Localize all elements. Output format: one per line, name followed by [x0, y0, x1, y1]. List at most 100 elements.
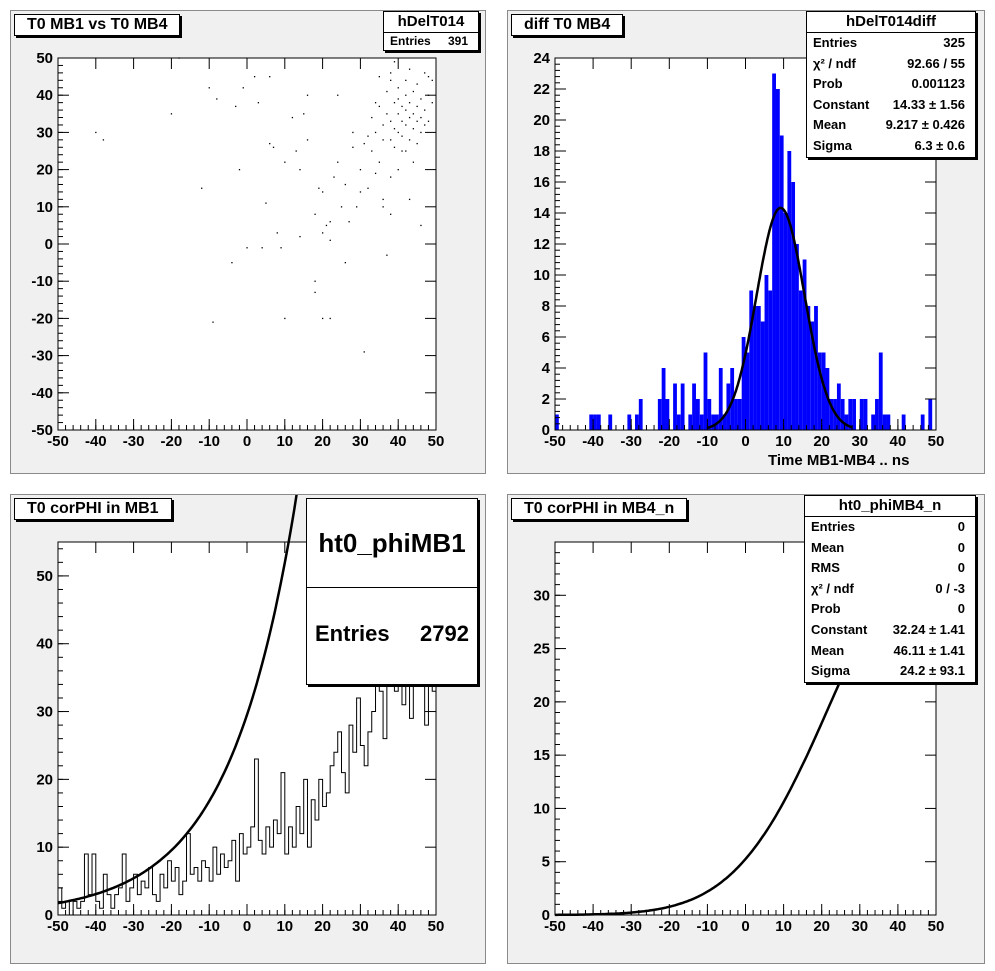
scatter-point	[412, 90, 415, 93]
y-tick-label: 20	[533, 112, 550, 129]
x-tick-label: 0	[741, 918, 749, 935]
x-tick-label: 50	[428, 918, 445, 935]
scatter-point	[408, 102, 411, 104]
scatter-point	[231, 262, 233, 264]
scatter-point	[416, 83, 418, 85]
scatter-point	[431, 102, 433, 104]
stats-row: RMS 0	[805, 558, 975, 579]
scatter-point	[269, 142, 271, 145]
scatter-point	[359, 169, 362, 171]
scatter-point	[299, 169, 301, 171]
stats-value: 92.66 / 55	[907, 55, 965, 71]
stats-label: Entries	[811, 519, 856, 534]
y-tick-label: 25	[533, 641, 550, 658]
scatter-point	[284, 317, 286, 320]
histogram-bar	[665, 399, 670, 430]
histogram-bar	[901, 414, 906, 430]
scatter-point	[314, 291, 316, 294]
scatter-point	[329, 239, 331, 241]
x-tick-label: 50	[928, 433, 945, 450]
y-tick-label: 6	[542, 329, 550, 346]
pad-scatter: -50 -40 -30 -20 -10 0 10 20 30 40 50 -50 -40 -30 -20 -1…	[10, 10, 486, 474]
histogram-bar	[768, 290, 773, 430]
scatter-point	[382, 206, 384, 208]
scatter-point	[235, 105, 237, 108]
histogram-bar	[928, 399, 933, 430]
stats-row: Prob 0.001123	[807, 74, 975, 95]
x-tick-label: -30	[123, 918, 145, 935]
stats-value: 0 / -3	[935, 580, 965, 596]
histogram-bar	[863, 399, 868, 430]
x-tick-label: -10	[198, 433, 220, 450]
scatter-point	[408, 116, 411, 119]
scatter-point	[367, 135, 369, 137]
pad-phi-mb4: -50 -40 -30 -20 -10 0 10 20 30 40 50 0 5 10 15 20 25 30 T…	[507, 494, 985, 964]
scatter-point	[408, 198, 411, 201]
scatter-point	[201, 187, 203, 189]
y-tick-label: 40	[36, 636, 53, 653]
scatter-point	[405, 124, 407, 126]
histogram-bar	[821, 352, 826, 430]
scatter-point	[352, 131, 354, 134]
histogram-bar	[673, 383, 677, 430]
scatter-point	[420, 116, 422, 119]
scatter-point	[102, 139, 105, 141]
stats-box: ht0_phiMB1 Entries 2792	[306, 498, 478, 685]
scatter-point	[284, 161, 286, 163]
stats-value: 0.001123	[911, 76, 965, 92]
scatter-point	[269, 76, 271, 78]
pad-title: T0 corPHI in MB1	[14, 498, 172, 520]
histogram-bar	[737, 399, 742, 430]
stats-label: Entries	[315, 621, 390, 646]
stats-label: Constant	[813, 96, 870, 112]
y-tick-label: 4	[542, 360, 551, 377]
stats-row: Constant 14.33 ± 1.56	[807, 95, 975, 116]
x-tick-label: -40	[85, 433, 107, 450]
scatter-point	[356, 206, 358, 208]
x-tick-label: 50	[928, 918, 945, 935]
stats-row: Mean 46.11 ± 1.41	[805, 641, 975, 662]
scatter-point	[412, 113, 415, 115]
scatter-point	[329, 317, 331, 320]
x-tick-label: -20	[658, 918, 680, 935]
y-tick-label: 50	[36, 568, 53, 585]
histogram-bar	[695, 399, 700, 430]
stats-label: χ² / ndf	[811, 580, 854, 596]
scatter-point	[416, 120, 418, 122]
scatter-point	[291, 116, 294, 119]
x-tick-label: 20	[314, 433, 331, 450]
scatter-point	[374, 131, 377, 134]
y-tick-label: 30	[36, 124, 53, 141]
y-tick-label: -50	[31, 422, 53, 439]
scatter-point	[382, 139, 384, 141]
x-axis-title: Time MB1-MB4 .. ns	[768, 452, 910, 469]
y-tick-label: 40	[36, 87, 53, 104]
pad-phi-mb1: -50 -40 -30 -20 -10 0 10 20 30 40 50 0 10 20 30 40 50 T0…	[10, 494, 486, 964]
scatter-point	[276, 232, 278, 234]
scatter-point	[397, 113, 399, 115]
stats-value: 24.2 ± 93.1	[900, 663, 965, 679]
histogram-bar	[657, 399, 662, 430]
stats-label: RMS	[811, 560, 840, 576]
y-tick-label: 0	[542, 907, 550, 924]
y-tick-label: 10	[36, 839, 53, 856]
scatter-point	[208, 87, 210, 89]
scatter-point	[314, 213, 316, 215]
x-tick-label: 10	[775, 918, 792, 935]
pad-title: T0 corPHI in MB4_n	[511, 498, 688, 520]
scatter-point	[397, 98, 399, 100]
scatter-point	[390, 139, 392, 141]
x-tick-label: -20	[658, 433, 680, 450]
stats-label: χ² / ndf	[813, 55, 856, 71]
x-tick-label: -40	[85, 918, 107, 935]
y-tick-label: 20	[533, 694, 550, 711]
scatter-point	[386, 113, 388, 115]
histogram-bar	[829, 399, 834, 430]
scatter-point	[397, 169, 399, 171]
histogram-bar	[920, 414, 925, 430]
stats-label: Prob	[813, 76, 843, 92]
histogram-bar	[848, 399, 853, 430]
stats-name: ht0_phiMB1	[307, 499, 477, 588]
scatter-point	[386, 90, 388, 93]
scatter-point	[378, 161, 380, 163]
